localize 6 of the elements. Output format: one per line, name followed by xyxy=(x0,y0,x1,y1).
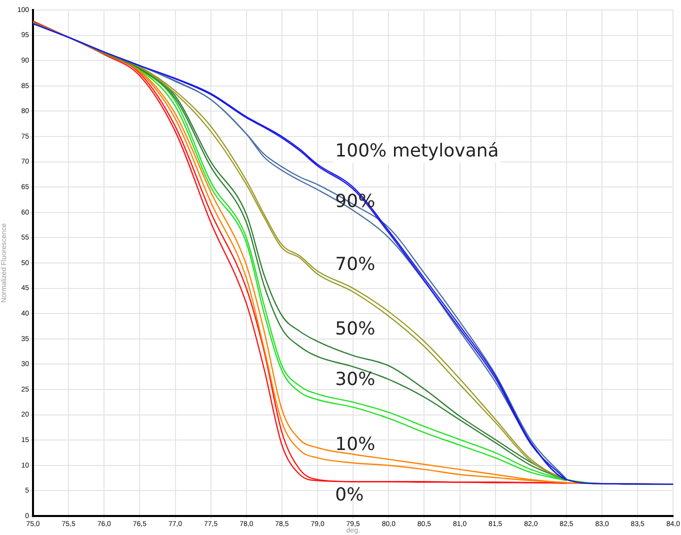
annotation: 30% xyxy=(335,369,376,390)
annotation: 0% xyxy=(335,484,364,506)
annotation: 70% xyxy=(335,254,376,276)
annotation: 100% metylovaná xyxy=(335,140,499,162)
annotation: 10% xyxy=(335,434,376,455)
annotation: 50% xyxy=(335,318,376,340)
